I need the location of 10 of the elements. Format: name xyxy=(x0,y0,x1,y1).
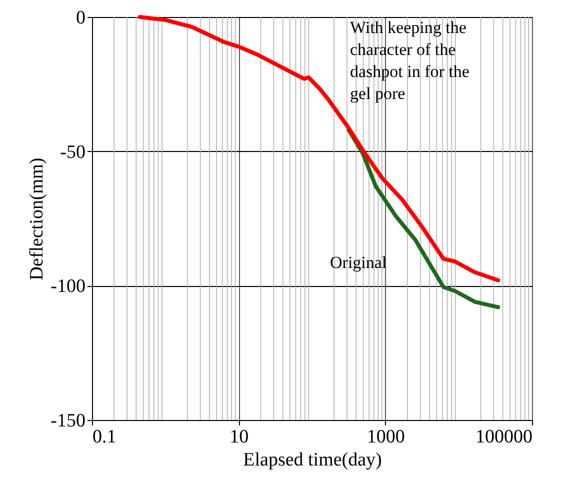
y-tick-label: 0 xyxy=(76,8,86,28)
y-tick-label: -50 xyxy=(60,142,86,163)
x-tick-label: 10 xyxy=(230,426,249,448)
y-tick-label: -100 xyxy=(50,276,86,298)
y-tick-label: -150 xyxy=(50,410,86,432)
x-axis-title: Elapsed time(day) xyxy=(243,450,382,470)
x-tick-label: 0.1 xyxy=(92,426,116,448)
y-axis-title: Deflection(mm) xyxy=(26,158,48,280)
x-tick-label: 100000 xyxy=(476,426,532,448)
x-tick-label: 1000 xyxy=(366,426,405,448)
